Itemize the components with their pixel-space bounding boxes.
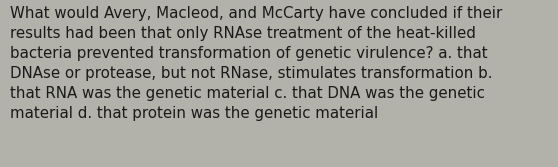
Text: What would Avery, Macleod, and McCarty have concluded if their
results had been : What would Avery, Macleod, and McCarty h… [10,6,502,121]
